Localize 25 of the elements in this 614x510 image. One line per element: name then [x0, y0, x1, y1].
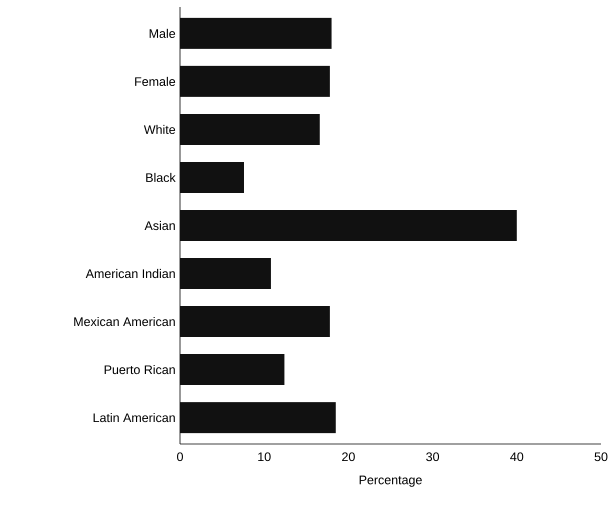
bar [180, 354, 284, 386]
x-tick-label: 10 [258, 452, 271, 462]
y-tick-label: Mexican American [74, 316, 175, 326]
x-axis-title: Percentage [360, 476, 422, 487]
x-tick-label: 40 [510, 452, 524, 462]
y-tick-label: American Indian [86, 268, 175, 278]
bar [180, 210, 517, 241]
x-tick-label: 30 [426, 452, 440, 462]
bar [180, 258, 271, 290]
y-tick-label: Female [135, 76, 176, 86]
y-tick-label: Puerto Rican [104, 364, 175, 374]
x-tick-label: 0 [177, 452, 183, 462]
y-tick-label: Asian [144, 220, 175, 230]
bar [180, 162, 244, 193]
bar [180, 66, 330, 97]
y-tick-label: Male [150, 28, 176, 38]
y-tick-label: Latin American [94, 413, 175, 422]
bar [180, 402, 336, 434]
x-tick-label: 50 [594, 452, 608, 462]
y-tick-label: Black [146, 172, 176, 182]
bar [180, 18, 332, 49]
y-tick-label: White [144, 124, 176, 134]
bar [180, 306, 330, 338]
x-tick-label: 20 [342, 452, 355, 462]
bar [180, 114, 320, 145]
